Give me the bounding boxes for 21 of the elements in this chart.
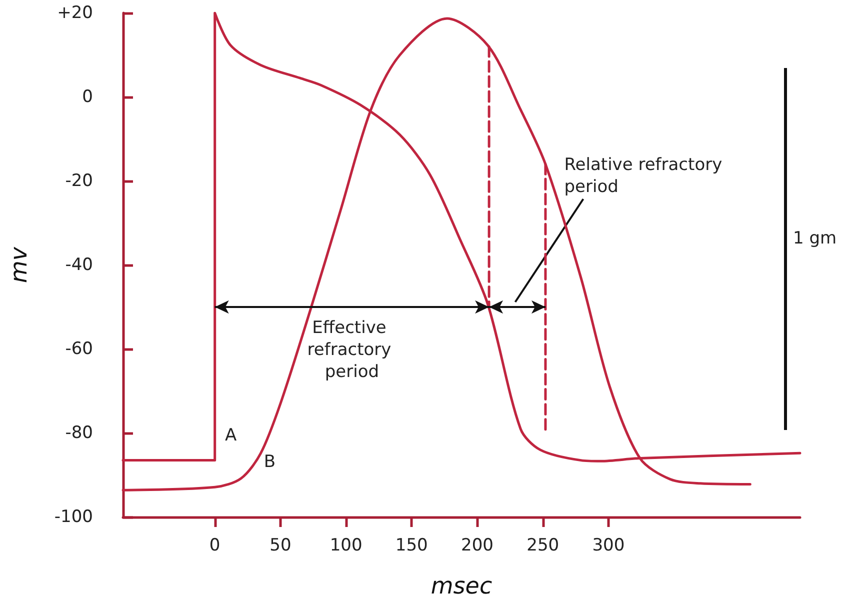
x-tick-label: 200 xyxy=(461,536,494,556)
x-tick-label: 0 xyxy=(209,536,220,556)
y-tick-label: 0 xyxy=(82,87,93,107)
x-tick-label: 150 xyxy=(395,536,428,556)
x-tick-label: 50 xyxy=(270,536,292,556)
x-tick-label: 300 xyxy=(592,536,625,556)
y-tick-label: +20 xyxy=(57,3,93,23)
x-tick-label: 100 xyxy=(330,536,362,556)
y-tick-label: -40 xyxy=(65,255,93,275)
y-tick-label: -20 xyxy=(65,171,93,191)
y-tick-label: -80 xyxy=(65,423,93,443)
y-tick-label: -60 xyxy=(65,339,93,359)
x-tick-label: 250 xyxy=(526,536,560,556)
annotation: Relative refractory period xyxy=(564,155,728,197)
annotation: A xyxy=(225,425,238,446)
annotation: B xyxy=(264,452,276,472)
y-tick-label: -100 xyxy=(54,507,93,527)
annotation: 1 gm xyxy=(793,228,837,248)
y-axis-title: mv xyxy=(6,246,32,284)
annotation: Effective refractory period xyxy=(307,318,397,382)
x-axis-title: msec xyxy=(430,574,492,600)
